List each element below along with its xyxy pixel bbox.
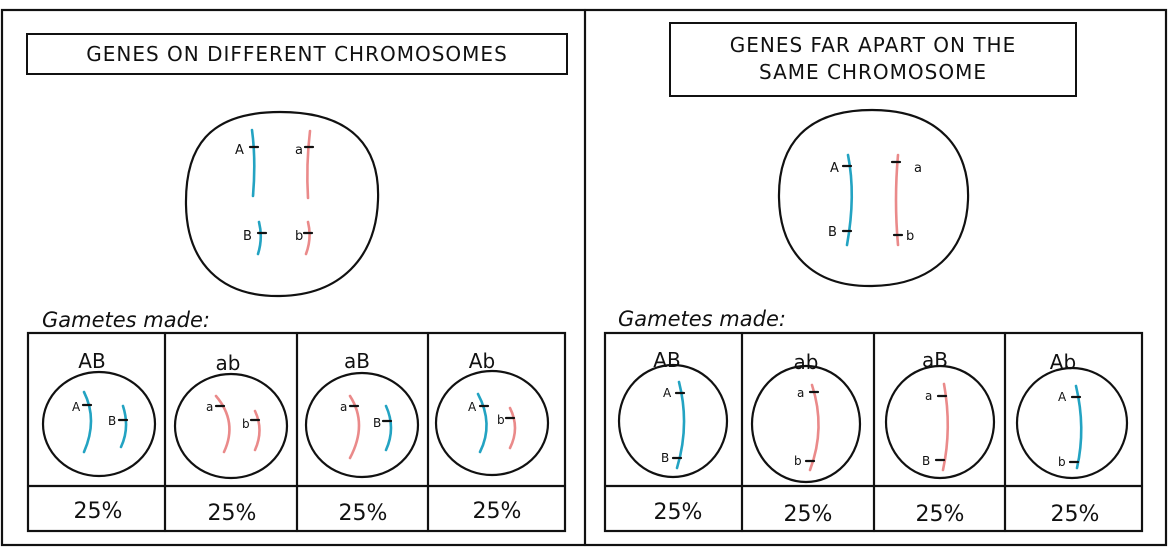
right-gamete-name-2: ab	[794, 350, 819, 374]
left-g2-label-1: a	[206, 400, 213, 414]
left-chrom-B	[256, 220, 263, 256]
right-pct-2: 25%	[784, 502, 833, 527]
left-g2-label-2: b	[242, 417, 250, 431]
left-g3-label-2: B	[373, 416, 381, 430]
left-gamete-name-4: Ab	[469, 349, 495, 373]
right-parent-cell	[777, 108, 970, 288]
chromosome-blue	[476, 392, 488, 454]
right-gamete-cell-4	[1015, 366, 1129, 480]
right-gamete-name-3: aB	[922, 348, 948, 372]
right-title-box	[669, 22, 1077, 97]
left-chrom-b	[304, 220, 311, 256]
right-title-line2: SAME CHROMOSOME	[759, 60, 987, 84]
right-pct-1: 25%	[654, 500, 703, 525]
left-title-box	[26, 33, 568, 75]
left-g1-label-2: B	[108, 414, 116, 428]
chromosome-pink	[941, 382, 950, 472]
left-parent-cell	[184, 110, 380, 298]
right-chrom-a	[894, 153, 900, 247]
left-g4-label-1: A	[468, 400, 477, 414]
right-chrom-A	[845, 153, 854, 247]
left-pct-3: 25%	[339, 501, 388, 526]
chromosome-blue	[675, 380, 686, 470]
right-gametes-label: Gametes made:	[618, 307, 786, 331]
left-gametes-label: Gametes made:	[42, 308, 210, 332]
chromosome-pink	[214, 394, 231, 454]
right-g1-label-2: B	[661, 451, 669, 465]
chromosome-pink	[808, 383, 820, 472]
chromosome-blue	[1074, 384, 1083, 470]
left-pct-1: 25%	[74, 499, 123, 524]
right-pct-4: 25%	[1051, 502, 1100, 527]
left-pct-4: 25%	[473, 499, 522, 524]
left-pct-2: 25%	[208, 501, 257, 526]
right-g4-label-1: A	[1058, 390, 1067, 404]
right-label-b: b	[906, 229, 914, 244]
chromosome-pink	[508, 406, 517, 450]
left-label-b: b	[295, 229, 303, 244]
right-gamete-cell-3	[884, 364, 996, 480]
right-gamete-cell-2	[750, 364, 862, 484]
chromosome-pink	[253, 409, 261, 452]
left-gamete-name-3: aB	[344, 349, 370, 373]
left-label-B: B	[243, 229, 252, 244]
left-gamete-cell-1	[41, 370, 157, 478]
chromosome-blue	[384, 404, 393, 452]
right-g4-label-2: b	[1058, 455, 1066, 469]
left-gamete-cell-2	[173, 372, 289, 480]
right-g2-label-2: b	[794, 454, 802, 468]
left-label-A: A	[235, 143, 244, 158]
right-gamete-cell-1	[617, 363, 729, 479]
left-label-a: a	[295, 143, 303, 158]
right-title-line1: GENES FAR APART ON THE	[730, 33, 1017, 57]
right-label-a: a	[914, 161, 922, 176]
left-gamete-name-1: AB	[78, 349, 105, 373]
chromosome-blue	[82, 390, 93, 454]
right-g1-label-1: A	[663, 386, 672, 400]
left-gamete-name-2: ab	[216, 351, 241, 375]
left-chrom-A	[250, 128, 256, 198]
right-gamete-name-1: AB	[653, 348, 680, 372]
right-gamete-name-4: Ab	[1050, 350, 1076, 374]
left-title: GENES ON DIFFERENT CHROMOSOMES	[86, 42, 508, 66]
right-label-A: A	[830, 161, 839, 176]
right-g3-label-1: a	[925, 389, 932, 403]
left-gamete-cell-4	[434, 369, 550, 477]
left-chrom-a	[306, 129, 312, 200]
left-gamete-cell-3	[304, 371, 420, 479]
right-pct-3: 25%	[916, 502, 965, 527]
left-g1-label-1: A	[72, 400, 81, 414]
chromosome-blue	[119, 404, 128, 449]
left-g3-label-1: a	[340, 400, 347, 414]
chromosome-pink	[348, 394, 361, 460]
right-g3-label-2: B	[922, 454, 930, 468]
left-g4-label-2: b	[497, 413, 505, 427]
right-g2-label-1: a	[797, 386, 804, 400]
right-label-B: B	[828, 225, 837, 240]
